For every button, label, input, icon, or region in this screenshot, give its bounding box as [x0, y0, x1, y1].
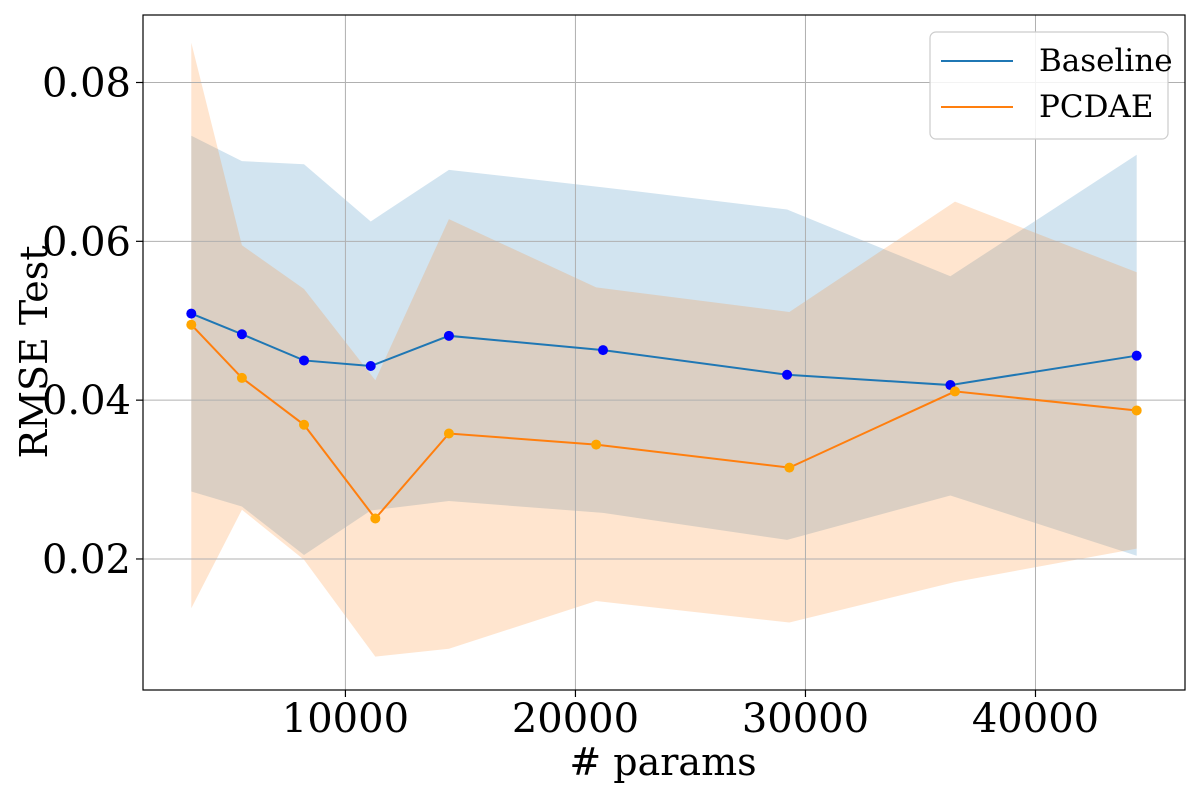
x-tick-label: 30000 — [742, 696, 869, 742]
point-pcdae — [1131, 405, 1142, 416]
point-pcdae — [949, 386, 960, 397]
y-axis-ticks: 0.02 0.04 0.06 0.08 — [42, 61, 143, 583]
point-baseline — [1131, 350, 1142, 361]
point-pcdae — [591, 439, 602, 450]
legend-box — [929, 31, 1169, 140]
y-tick-label: 0.06 — [42, 219, 131, 265]
point-baseline — [443, 330, 454, 341]
point-pcdae — [299, 419, 310, 430]
y-tick-label: 0.02 — [42, 537, 131, 583]
point-baseline — [598, 345, 609, 356]
point-pcdae — [370, 513, 381, 524]
point-pcdae — [443, 428, 454, 439]
band-baseline — [191, 135, 1137, 556]
band-pcdae — [191, 42, 1137, 657]
point-pcdae — [186, 319, 197, 330]
confidence-bands — [191, 42, 1137, 657]
x-axis-ticks: 10000 20000 30000 40000 — [282, 690, 1099, 742]
y-axis-label: RMSE Test — [12, 245, 56, 458]
series-markers — [186, 308, 1142, 524]
legend-label-pcdae: PCDAE — [1039, 89, 1153, 125]
y-tick-label: 0.08 — [42, 61, 131, 107]
point-baseline — [236, 329, 247, 340]
point-baseline — [782, 369, 793, 380]
x-tick-label: 10000 — [282, 696, 409, 742]
x-tick-label: 40000 — [972, 696, 1099, 742]
x-axis-label: # params — [569, 740, 756, 784]
point-baseline — [365, 361, 376, 371]
point-pcdae — [236, 372, 247, 383]
plot-frame — [142, 14, 1186, 691]
legend-label-baseline: Baseline — [1039, 43, 1173, 79]
point-pcdae — [784, 462, 795, 473]
point-baseline — [299, 355, 310, 366]
x-tick-label: 20000 — [512, 696, 639, 742]
legend: Baseline PCDAE — [929, 31, 1173, 140]
y-tick-label: 0.04 — [42, 378, 131, 424]
point-baseline — [186, 308, 197, 319]
